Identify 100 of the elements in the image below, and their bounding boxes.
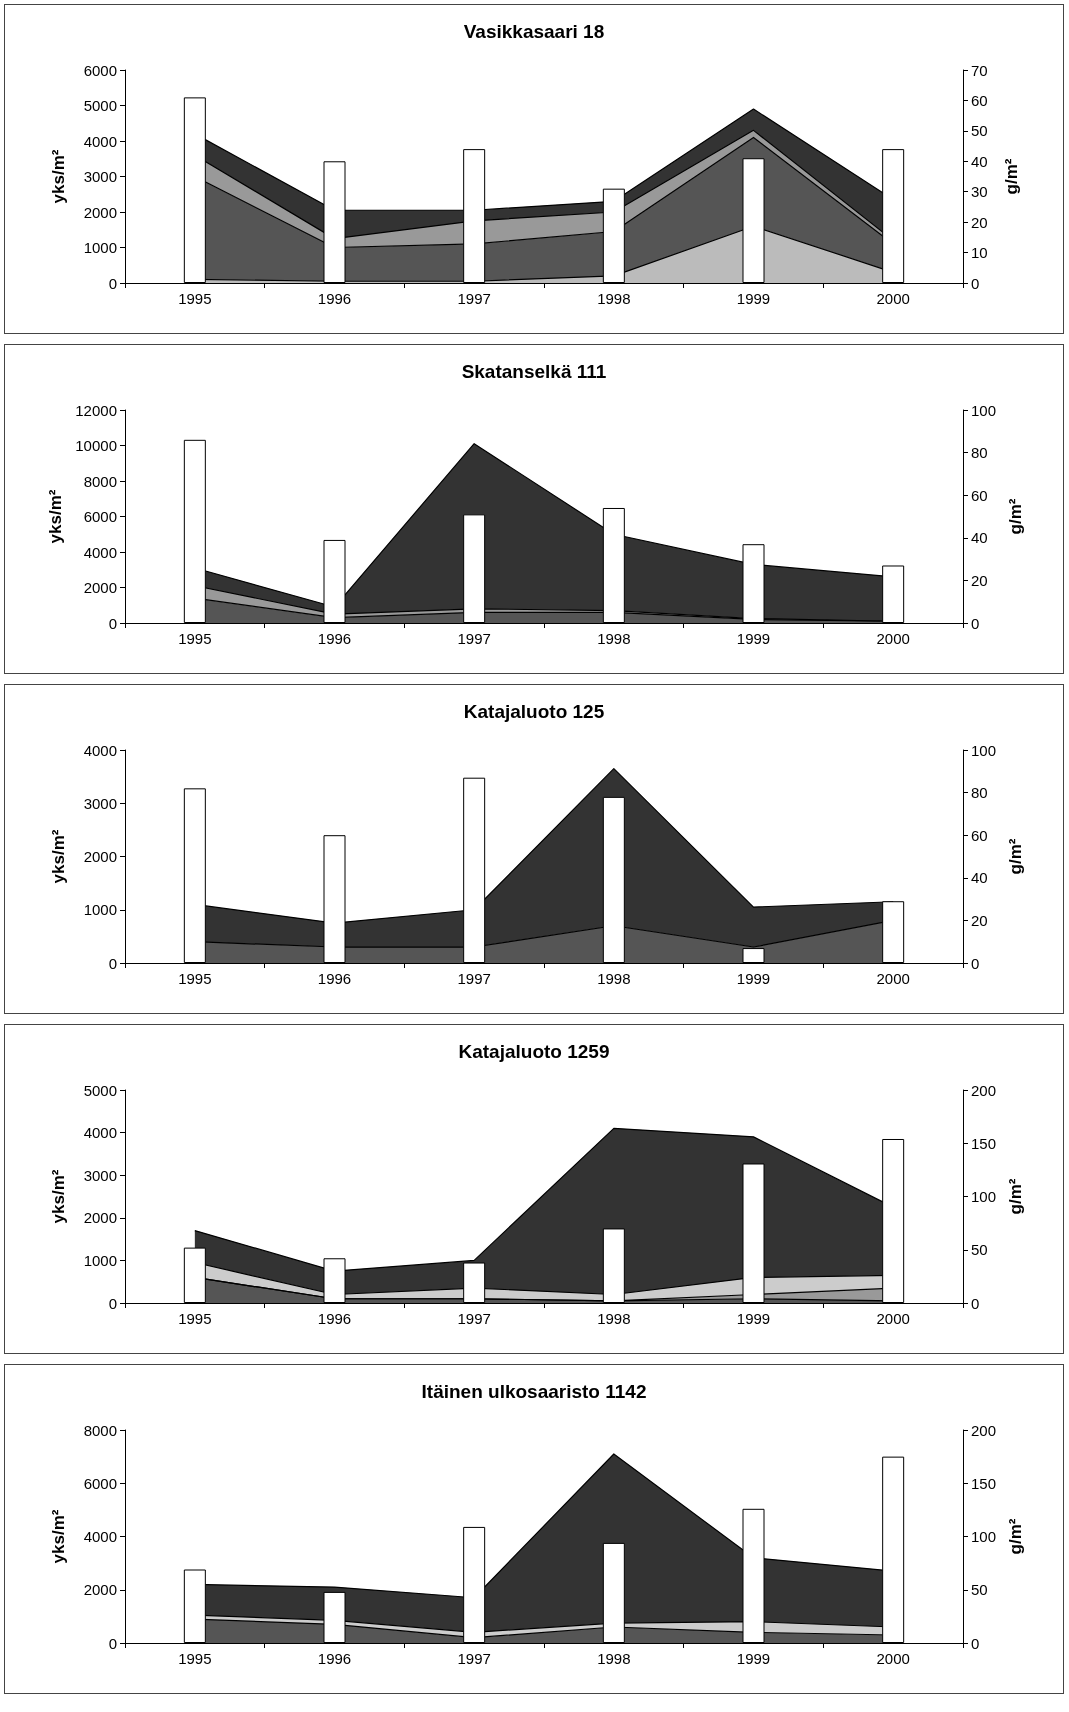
y-tick-label: 2000 (83, 203, 117, 221)
x-tick-label: 1999 (736, 970, 771, 987)
chart-title: Itäinen ulkosaaristo 1142 (421, 1381, 647, 1402)
x-tick-label: 2000 (876, 1650, 910, 1667)
x-tick-label: 1997 (457, 1650, 491, 1667)
chart-title: Skatanselkä 111 (461, 361, 607, 382)
y-tick-label: 1000 (83, 901, 117, 919)
y-tick-label: 2000 (83, 848, 117, 865)
y-tick-label: 8000 (83, 472, 117, 490)
y2-tick-label: 70 (971, 61, 988, 79)
x-tick-label: 1998 (597, 630, 631, 647)
y-tick-label: 2000 (83, 1209, 117, 1227)
x-tick-label: 1999 (736, 1650, 771, 1667)
y-tick-label: 6000 (83, 1474, 117, 1492)
x-tick-label: 1997 (457, 970, 491, 987)
y-axis-title: yks/m² (49, 1509, 68, 1564)
y-tick-label: 4000 (83, 132, 117, 150)
x-tick-label: 1998 (597, 970, 631, 987)
y-tick-label: 6000 (83, 508, 117, 525)
y2-tick-label: 50 (971, 1581, 988, 1599)
y2-tick-label: 60 (971, 91, 988, 109)
y-tick-label: 0 (108, 954, 117, 972)
x-tick-label: 1996 (317, 970, 352, 987)
y2-tick-label: 100 (971, 1188, 997, 1205)
y2-axis-title: g/m² (1002, 158, 1021, 195)
x-tick-label: 1997 (457, 290, 491, 307)
y2-tick-label: 200 (971, 1081, 997, 1099)
y2-axis-title: g/m² (1005, 498, 1025, 535)
y2-tick-label: 80 (971, 784, 988, 802)
y2-axis-title: g/m² (1005, 838, 1025, 875)
y2-tick-label: 20 (971, 213, 988, 231)
y-tick-label: 1000 (83, 1251, 117, 1269)
y-tick-label: 0 (108, 1294, 117, 1312)
x-tick-label: 1997 (457, 1310, 491, 1327)
x-tick-label: 1997 (457, 630, 491, 647)
y2-tick-label: 30 (971, 183, 988, 201)
y2-tick-label: 80 (971, 444, 988, 462)
x-tick-label: 1996 (317, 290, 352, 307)
y-axis-title: yks/m² (49, 149, 68, 204)
x-tick-label: 1996 (317, 1650, 352, 1667)
y2-tick-label: 60 (971, 486, 988, 504)
x-tick-label: 1998 (597, 1310, 631, 1327)
y2-tick-label: 60 (971, 826, 988, 844)
y-tick-label: 2000 (83, 1581, 117, 1599)
y2-tick-label: 100 (971, 1528, 997, 1545)
y2-tick-label: 20 (971, 571, 988, 589)
x-tick-label: 1996 (317, 630, 352, 647)
x-tick-label: 1995 (178, 630, 212, 647)
y2-tick-label: 0 (971, 614, 980, 632)
x-tick-label: 1998 (597, 1650, 631, 1667)
y2-tick-label: 0 (971, 1294, 980, 1312)
y2-tick-label: 10 (971, 244, 988, 262)
y2-tick-label: 0 (971, 1634, 980, 1652)
x-tick-label: 1995 (178, 290, 212, 307)
y2-tick-label: 40 (971, 529, 988, 547)
y-axis-title: yks/m² (49, 1169, 68, 1224)
y-axis-title: yks/m² (46, 489, 66, 544)
y-tick-label: 3000 (83, 168, 117, 185)
y2-tick-label: 20 (971, 911, 988, 929)
y2-tick-label: 150 (971, 1134, 997, 1152)
chart-title: Katajaluoto 125 (463, 701, 605, 722)
y2-tick-label: 40 (971, 152, 988, 170)
x-tick-label: 1999 (736, 290, 771, 307)
x-tick-label: 1996 (317, 1310, 352, 1327)
y2-axis-title: g/m² (1005, 1178, 1025, 1215)
y2-axis-title: g/m² (1005, 1518, 1025, 1555)
x-tick-label: 1999 (736, 630, 771, 647)
x-tick-label: 1995 (178, 970, 212, 987)
x-tick-label: 2000 (876, 970, 910, 987)
y-tick-label: 0 (108, 1634, 117, 1652)
y2-tick-label: 100 (971, 741, 997, 759)
y2-tick-label: 50 (971, 1241, 988, 1259)
y2-tick-label: 0 (971, 274, 980, 292)
y-tick-label: 0 (108, 614, 117, 632)
y2-tick-label: 200 (971, 1421, 997, 1439)
y-tick-label: 3000 (83, 794, 117, 812)
x-tick-label: 2000 (876, 1310, 910, 1327)
y-tick-label: 1000 (83, 239, 117, 256)
y-tick-label: 4000 (83, 1124, 117, 1142)
y-tick-label: 2000 (83, 579, 117, 596)
x-tick-label: 2000 (876, 630, 910, 647)
y-tick-label: 3000 (83, 1166, 117, 1184)
y-tick-label: 0 (108, 274, 117, 292)
y2-tick-label: 40 (971, 869, 988, 887)
chart-title: Katajaluoto 1259 (458, 1041, 610, 1062)
x-tick-label: 1998 (597, 290, 631, 307)
y-tick-label: 4000 (83, 543, 117, 561)
y-tick-label: 4000 (83, 741, 117, 759)
y-tick-label: 5000 (83, 97, 117, 114)
y2-tick-label: 0 (971, 954, 980, 972)
y2-tick-label: 50 (971, 122, 988, 140)
y-tick-label: 12000 (75, 401, 117, 419)
y-tick-label: 10000 (75, 437, 117, 454)
x-tick-label: 1995 (178, 1650, 212, 1667)
y2-tick-label: 100 (971, 401, 997, 419)
chart-title: Vasikkasaari 18 (463, 21, 605, 42)
y-axis-title: yks/m² (49, 829, 68, 884)
y2-tick-label: 150 (971, 1474, 997, 1492)
x-tick-label: 1999 (736, 1310, 771, 1327)
x-tick-label: 1995 (178, 1310, 212, 1327)
